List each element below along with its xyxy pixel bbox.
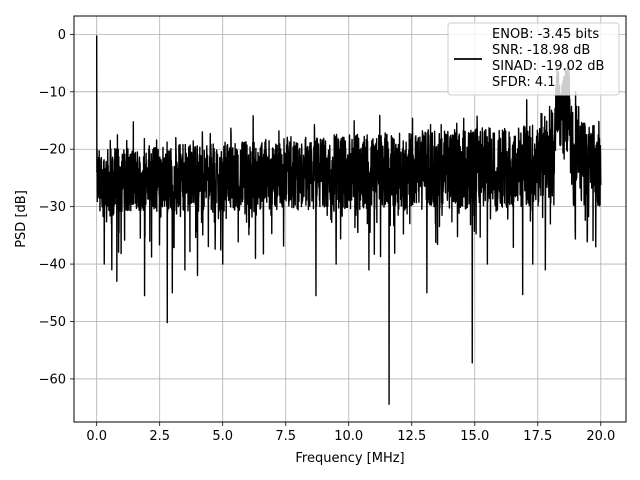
legend-entry-line: ENOB: -3.45 bits bbox=[492, 27, 599, 42]
y-axis: 0 −10 −20 −30 −40 −50 −60 bbox=[39, 28, 74, 387]
x-tick-label: 12.5 bbox=[397, 429, 426, 444]
y-tick-label: −20 bbox=[39, 143, 66, 158]
x-tick-label: 15.0 bbox=[460, 429, 489, 444]
x-tick-label: 7.5 bbox=[275, 429, 296, 444]
y-tick-label: 0 bbox=[58, 28, 66, 43]
x-tick-label: 5.0 bbox=[212, 429, 233, 444]
x-tick-label: 17.5 bbox=[523, 429, 552, 444]
legend-entry-line: SINAD: -19.02 dB bbox=[492, 59, 604, 74]
axes-frame bbox=[73, 15, 627, 423]
x-tick-label: 0.0 bbox=[86, 429, 107, 444]
legend-entry-line: SFDR: 4.1 bbox=[492, 75, 556, 90]
y-axis-label: PSD [dB] bbox=[14, 190, 29, 248]
y-tick-label: −60 bbox=[39, 372, 66, 387]
x-axis: 0.0 2.5 5.0 7.5 10.0 12.5 15.0 17.5 20.0 bbox=[86, 422, 615, 444]
y-tick-label: −50 bbox=[39, 315, 66, 330]
y-tick-label: −10 bbox=[39, 85, 66, 100]
x-tick-label: 10.0 bbox=[334, 429, 363, 444]
y-tick-label: −30 bbox=[39, 200, 66, 215]
y-tick-label: −40 bbox=[39, 258, 66, 273]
x-tick-label: 2.5 bbox=[149, 429, 170, 444]
legend-box bbox=[447, 22, 620, 96]
x-tick-label: 20.0 bbox=[586, 429, 615, 444]
legend-entry-line: SNR: -18.98 dB bbox=[492, 43, 590, 58]
x-axis-label: Frequency [MHz] bbox=[295, 451, 404, 466]
plot-area bbox=[95, 35, 602, 405]
psd-series-line bbox=[95, 35, 602, 405]
